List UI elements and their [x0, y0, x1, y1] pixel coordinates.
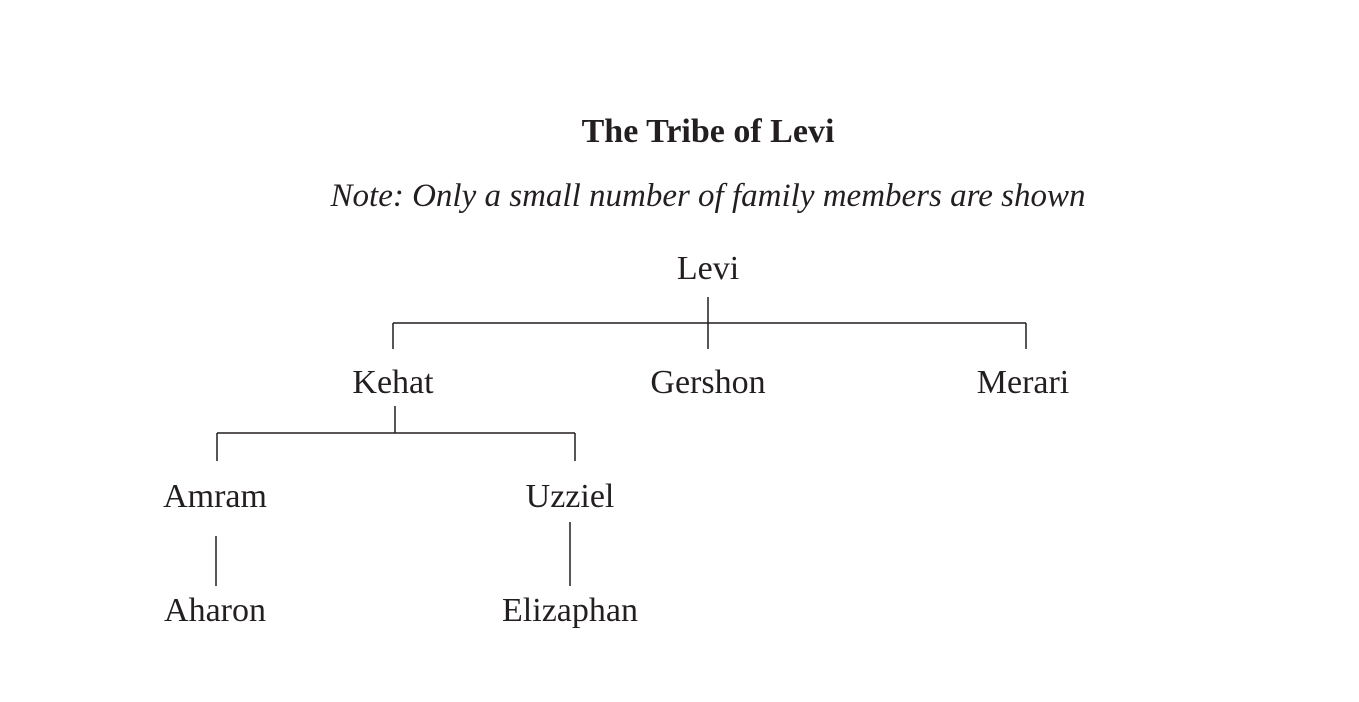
- node-amram: Amram: [163, 478, 267, 515]
- node-elizaphan: Elizaphan: [502, 592, 638, 629]
- diagram-note: Note: Only a small number of family memb…: [330, 178, 1086, 214]
- kehat-connector: [216, 406, 576, 461]
- node-kehat: Kehat: [352, 364, 434, 401]
- diagram-title: The Tribe of Levi: [581, 113, 835, 150]
- levi-connector: [392, 297, 1027, 349]
- node-levi: Levi: [676, 250, 740, 287]
- node-merari: Merari: [976, 364, 1070, 401]
- node-uzziel: Uzziel: [525, 478, 615, 515]
- node-aharon: Aharon: [164, 592, 266, 629]
- node-gershon: Gershon: [650, 364, 766, 401]
